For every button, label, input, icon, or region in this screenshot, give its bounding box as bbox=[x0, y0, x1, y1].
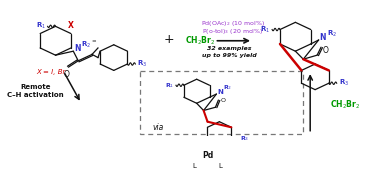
Text: O: O bbox=[323, 46, 329, 55]
Text: X: X bbox=[68, 21, 74, 30]
Bar bbox=[140, 71, 303, 134]
Text: R$_1$: R$_1$ bbox=[165, 81, 174, 90]
Text: P(o-tol)$_3$ (20 mol%): P(o-tol)$_3$ (20 mol%) bbox=[203, 27, 264, 36]
Text: O: O bbox=[220, 99, 225, 103]
Text: R$_2$: R$_2$ bbox=[81, 40, 91, 50]
Text: +: + bbox=[164, 33, 174, 46]
Text: N: N bbox=[320, 33, 326, 42]
Text: N: N bbox=[217, 89, 223, 95]
Text: 32 examples: 32 examples bbox=[207, 46, 251, 51]
Text: R$_3$: R$_3$ bbox=[137, 59, 147, 69]
Text: R$_3$: R$_3$ bbox=[240, 134, 249, 143]
Text: Remote
C–H activation: Remote C–H activation bbox=[8, 84, 64, 98]
Text: Pd(OAc)$_2$ (10 mol%): Pd(OAc)$_2$ (10 mol%) bbox=[201, 19, 265, 28]
Text: R$_2$: R$_2$ bbox=[223, 83, 232, 92]
Text: L: L bbox=[193, 163, 197, 169]
Text: O: O bbox=[64, 70, 69, 79]
Text: R$_2$: R$_2$ bbox=[327, 28, 337, 39]
Text: N: N bbox=[74, 44, 81, 53]
Text: CH$_2$Br$_2$: CH$_2$Br$_2$ bbox=[330, 99, 360, 111]
Text: R$_3$: R$_3$ bbox=[339, 78, 349, 88]
Text: R$_1$: R$_1$ bbox=[260, 25, 270, 35]
Text: R$_1$: R$_1$ bbox=[36, 21, 46, 31]
Text: X = I, Br: X = I, Br bbox=[36, 69, 65, 75]
Text: =: = bbox=[92, 39, 96, 44]
Text: CH$_2$Br$_2$: CH$_2$Br$_2$ bbox=[185, 34, 215, 47]
Text: L: L bbox=[218, 163, 222, 169]
Text: up to 99% yield: up to 99% yield bbox=[202, 54, 257, 58]
Text: via: via bbox=[152, 123, 164, 132]
Text: Pd: Pd bbox=[202, 151, 213, 160]
